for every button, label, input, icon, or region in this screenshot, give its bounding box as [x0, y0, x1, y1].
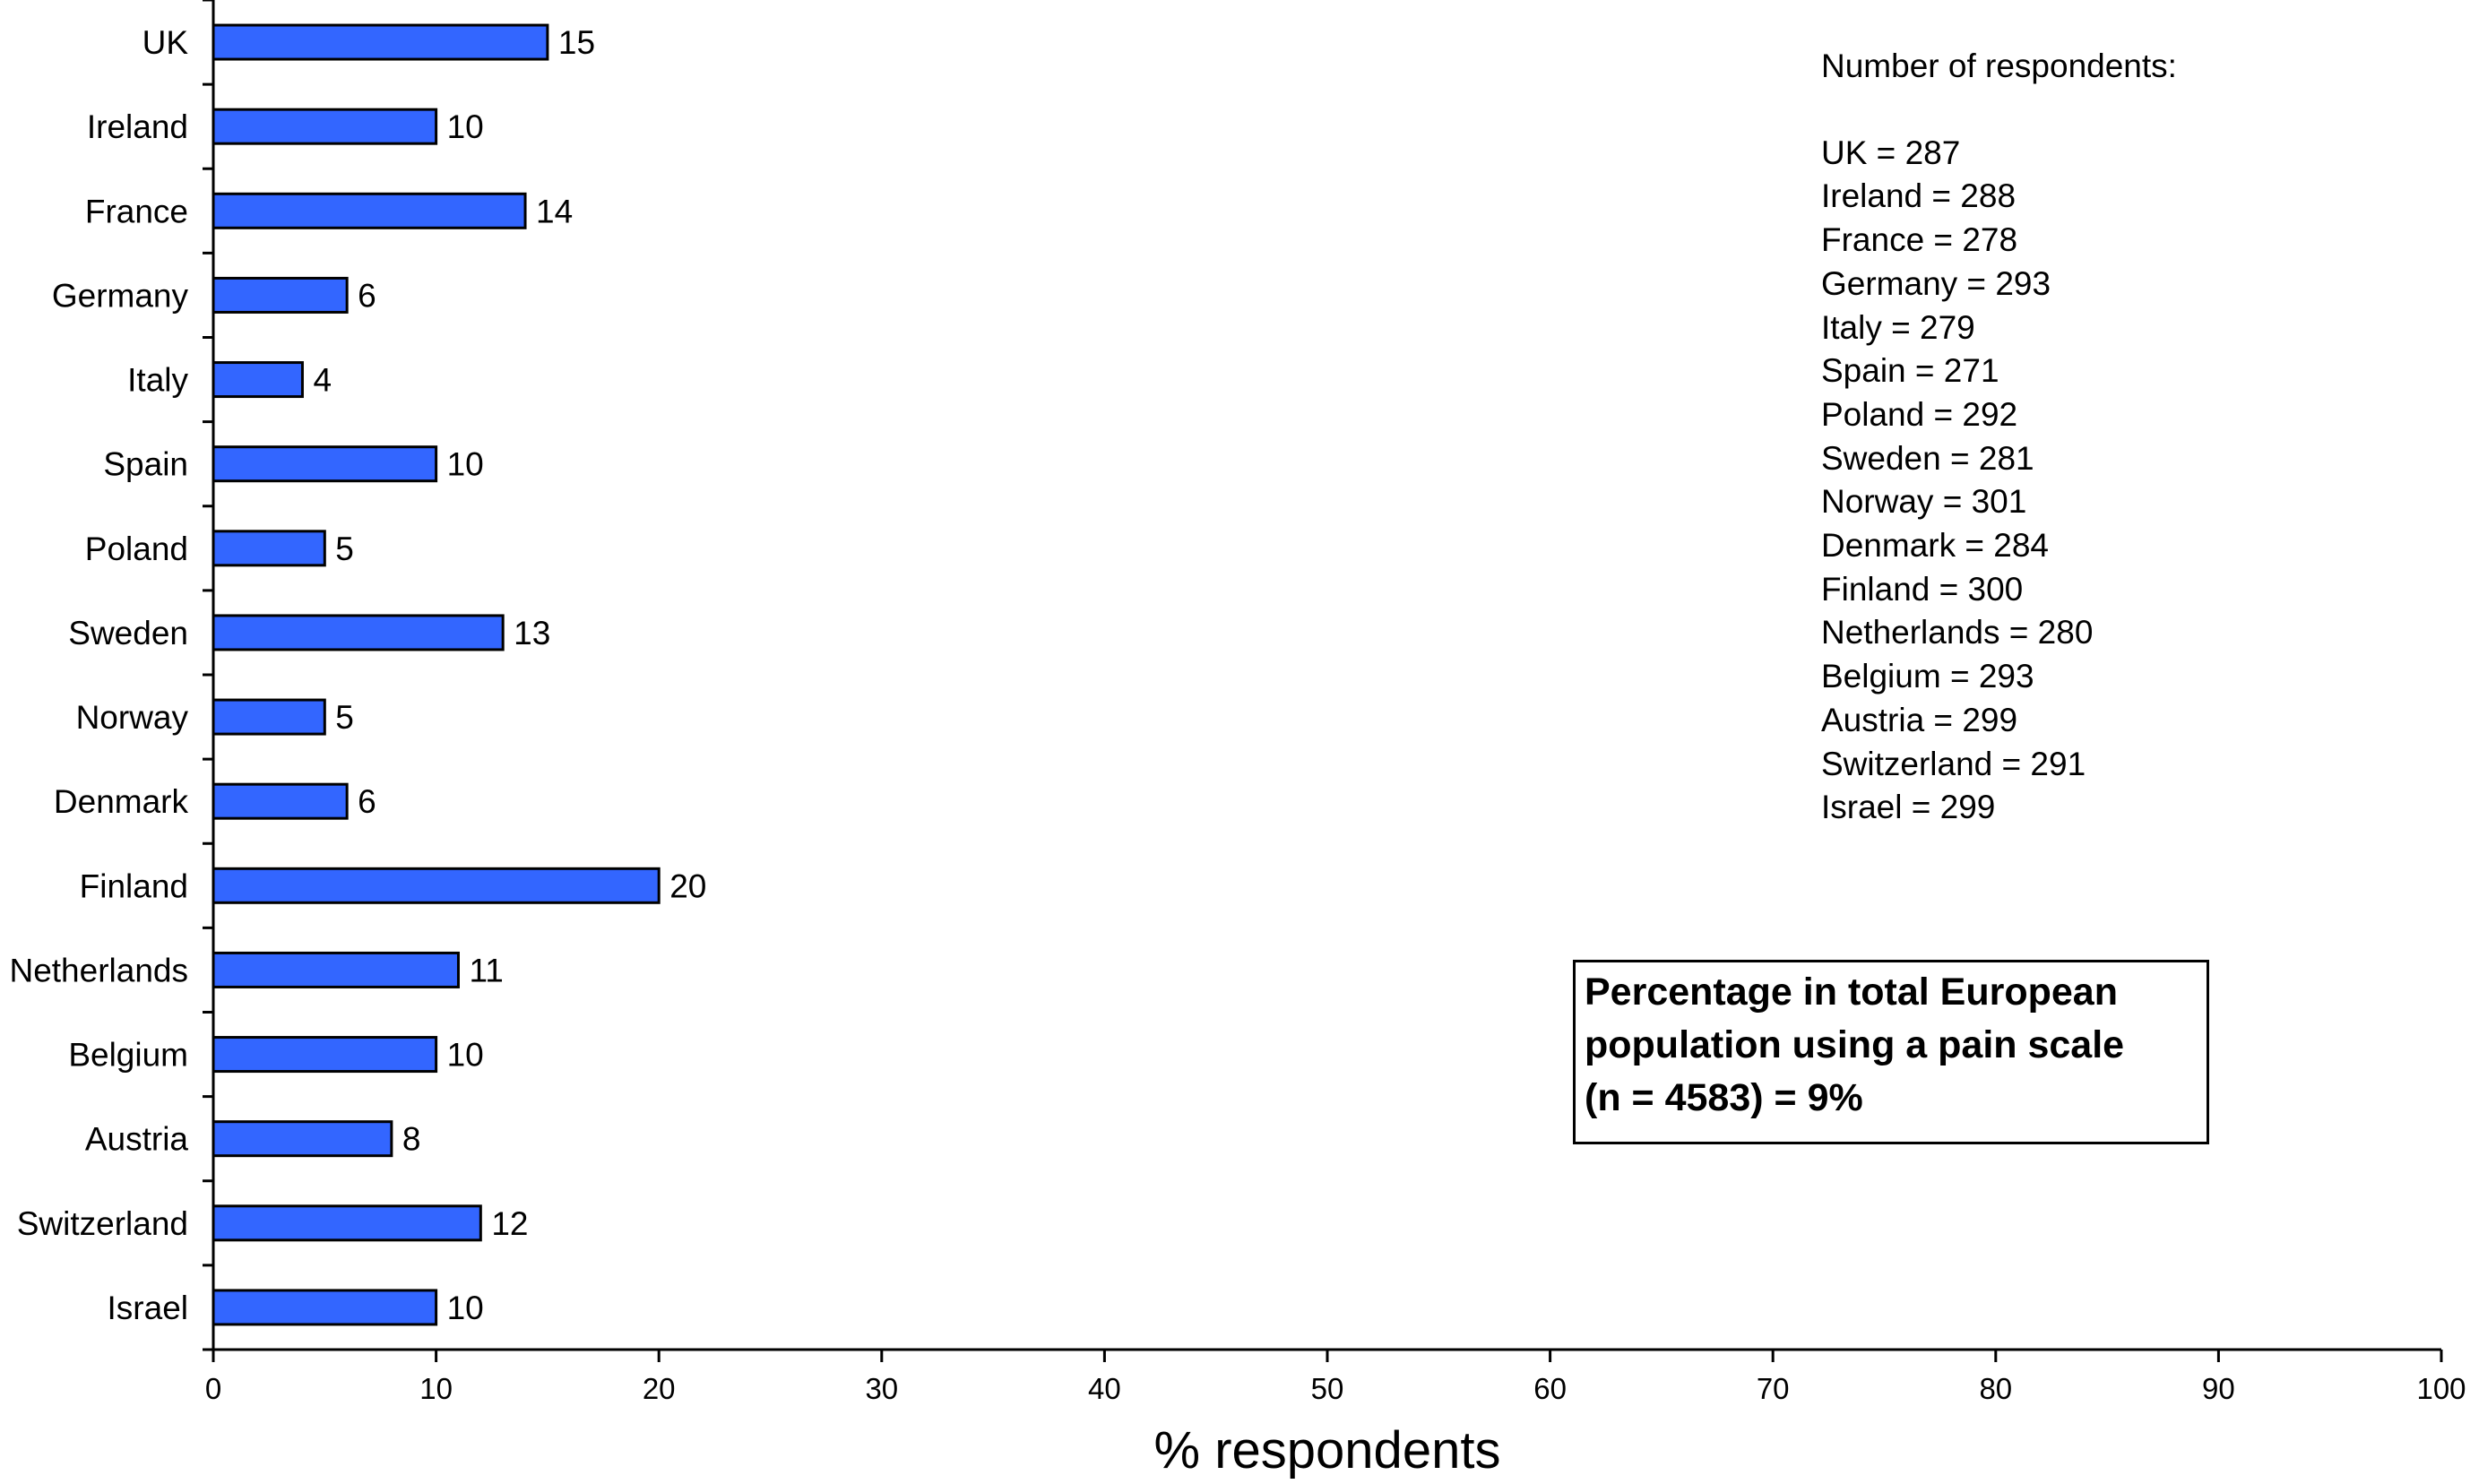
respondents-line: Netherlands = 280: [1821, 614, 2094, 651]
bar: [212, 361, 304, 399]
x-tick-label: 40: [1088, 1372, 1121, 1405]
x-tick-label: 60: [1533, 1372, 1567, 1405]
x-tick-label: 50: [1311, 1372, 1344, 1405]
data-label: 5: [335, 699, 354, 736]
x-tick-label: 10: [419, 1372, 453, 1405]
x-tick-label: 0: [205, 1372, 221, 1405]
respondents-line: Belgium = 293: [1821, 658, 2034, 695]
bar: [212, 276, 349, 314]
respondents-note: Number of respondents: UK = 287 Ireland =…: [1821, 45, 2177, 830]
x-tick-label: 30: [865, 1372, 898, 1405]
category-label: Poland: [85, 531, 188, 567]
category-label: Ireland: [87, 108, 188, 145]
category-label: Switzerland: [17, 1205, 188, 1242]
bar: [212, 1036, 438, 1074]
respondents-line: Germany = 293: [1821, 264, 2051, 302]
respondents-line: Ireland = 288: [1821, 177, 2017, 215]
category-label: Denmark: [54, 783, 189, 820]
bar: [212, 192, 527, 229]
bar: [212, 1120, 393, 1158]
bar: [212, 951, 460, 988]
respondents-line: Norway = 301: [1821, 483, 2027, 521]
data-label: 10: [447, 1290, 484, 1326]
callout-line-3: (n = 4583) = 9%: [1585, 1076, 1863, 1119]
x-axis-title: % respondents: [1154, 1421, 1501, 1480]
x-tick-label: 70: [1757, 1372, 1790, 1405]
bar: [212, 108, 438, 145]
respondents-line: Spain = 271: [1821, 352, 1999, 390]
data-label: 8: [402, 1121, 421, 1158]
respondents-line: Italy = 279: [1821, 308, 1975, 346]
data-label: 10: [447, 446, 484, 483]
data-label: 10: [447, 108, 484, 145]
category-label: Belgium: [68, 1037, 188, 1074]
respondents-list: UK = 287 Ireland = 288 France = 278 Germany…: [1821, 132, 2177, 830]
category-label: France: [85, 193, 188, 229]
respondents-line: France = 278: [1821, 221, 2018, 259]
respondents-line: Sweden = 281: [1821, 439, 2034, 477]
x-tick-label: 100: [2416, 1372, 2466, 1405]
data-label: 13: [514, 615, 550, 651]
category-label: Sweden: [68, 615, 188, 651]
respondents-line: UK = 287: [1821, 134, 1961, 171]
x-tick-label: 20: [643, 1372, 676, 1405]
category-label: Germany: [52, 277, 189, 314]
data-label: 20: [669, 867, 706, 904]
x-tick-label: 80: [1979, 1372, 2012, 1405]
callout-line-2: population using a pain scale: [1585, 1023, 2125, 1066]
category-label: Israel: [108, 1290, 188, 1326]
respondents-line: Austria = 299: [1821, 701, 2018, 738]
respondents-line: Denmark = 284: [1821, 527, 2049, 565]
category-label: Norway: [76, 699, 189, 736]
bar: [212, 23, 549, 61]
respondents-line: Switzerland = 291: [1821, 745, 2086, 782]
category-label: Italy: [127, 362, 188, 399]
callout-line-1: Percentage in total European: [1585, 971, 2118, 1014]
data-label: 10: [447, 1037, 484, 1074]
data-label: 14: [536, 193, 573, 229]
x-tick-label: 90: [2202, 1372, 2235, 1405]
bar: [212, 530, 326, 567]
category-label: Spain: [103, 446, 188, 483]
bar: [212, 782, 349, 820]
data-label: 6: [358, 277, 376, 314]
bar: [212, 867, 661, 904]
data-label: 5: [335, 531, 354, 567]
respondents-line: Finland = 300: [1821, 570, 2024, 608]
respondents-line: Poland = 292: [1821, 395, 2018, 433]
category-label: Finland: [80, 867, 188, 904]
category-label: Netherlands: [9, 952, 188, 988]
category-label: UK: [142, 24, 189, 61]
respondents-line: Israel = 299: [1821, 789, 1996, 826]
bar: [212, 1289, 438, 1326]
data-label: 4: [313, 362, 332, 399]
data-label: 12: [491, 1205, 528, 1242]
category-label: Austria: [85, 1121, 189, 1158]
data-label: 11: [469, 952, 503, 988]
bar: [212, 698, 326, 736]
bar: [212, 1204, 482, 1242]
bar: [212, 445, 438, 483]
summary-callout: Percentage in total European population …: [1573, 960, 2209, 1144]
bar: [212, 614, 505, 651]
data-label: 15: [558, 24, 595, 61]
data-label: 6: [358, 783, 376, 820]
respondents-heading: Number of respondents:: [1821, 47, 2177, 84]
